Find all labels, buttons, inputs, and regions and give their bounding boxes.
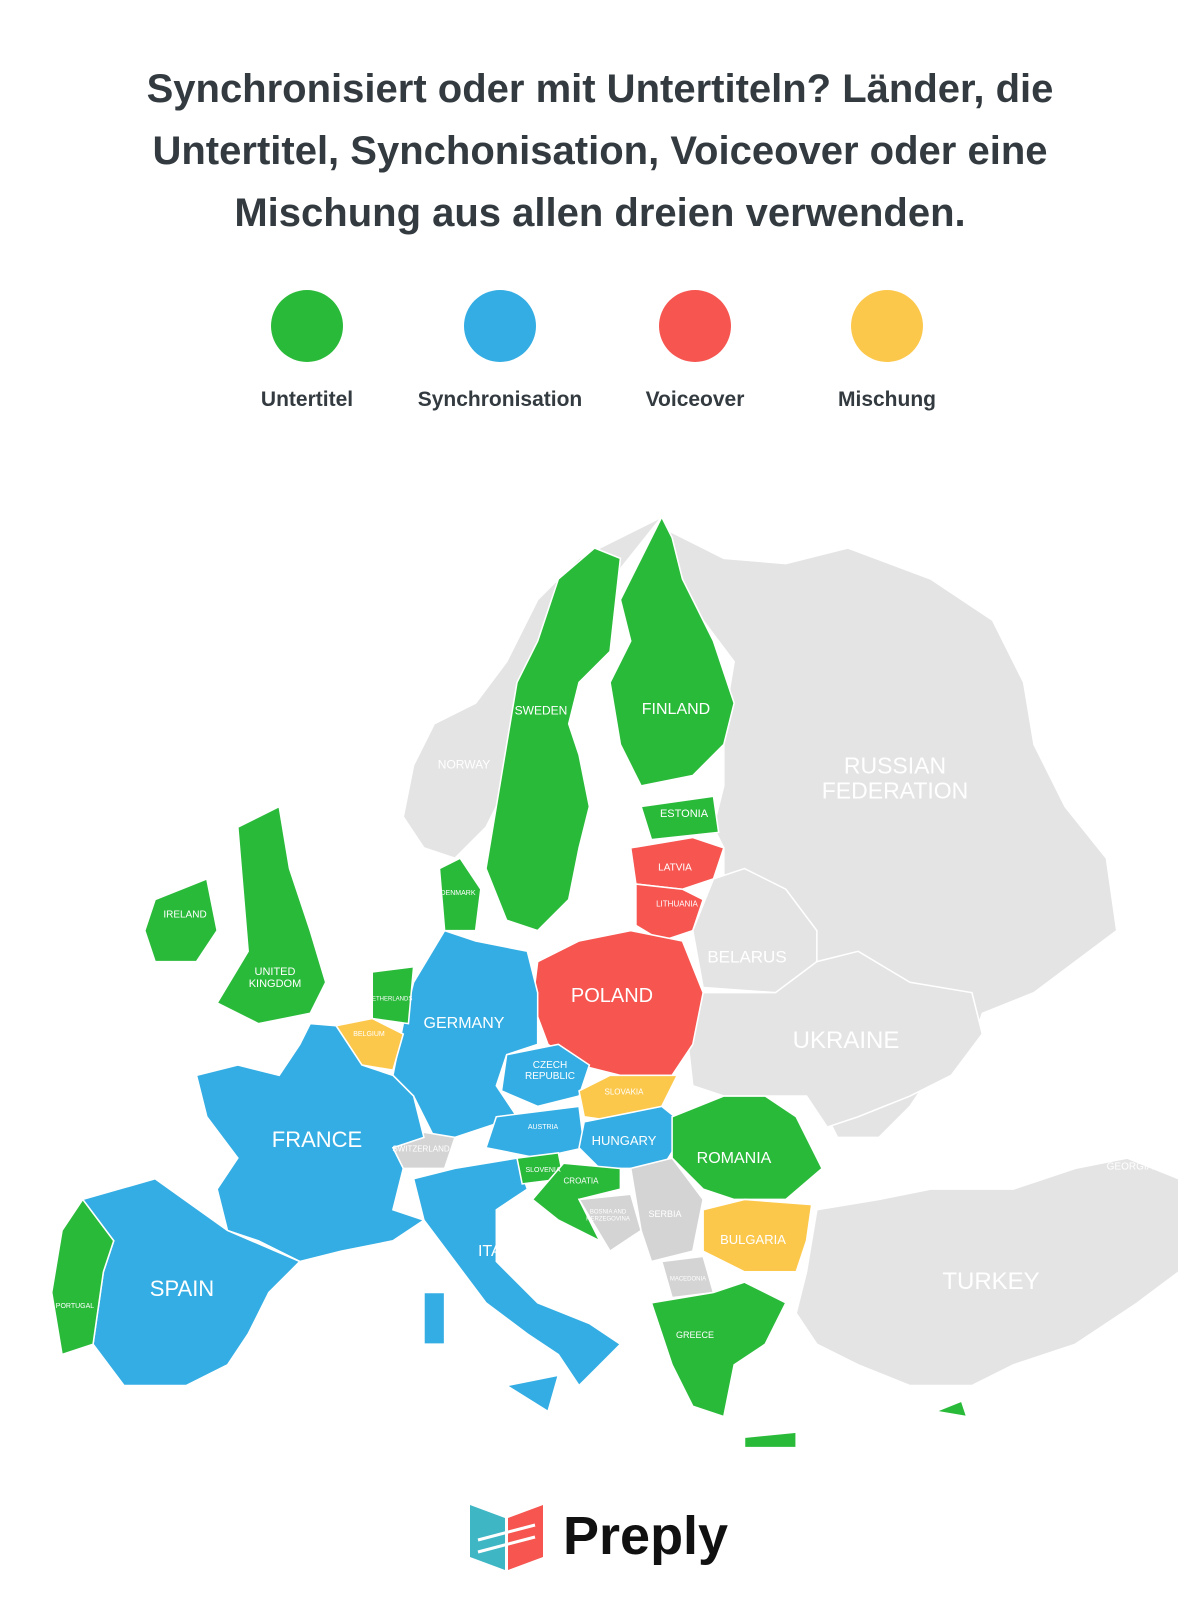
country-label: NORWAY xyxy=(437,757,491,772)
title: Synchronisiert oder mit Untertiteln? Län… xyxy=(0,58,1200,244)
portugal xyxy=(50,1198,115,1356)
title-line: Synchronisiert oder mit Untertiteln? Län… xyxy=(146,67,1054,111)
country-label: GEORGIA xyxy=(1106,1161,1154,1173)
legend: Untertitel Synchronisation Voiceover Mischu… xyxy=(0,290,1200,420)
logo-icon xyxy=(470,1505,543,1570)
romania xyxy=(671,1095,823,1201)
country-label: ROMANIA xyxy=(696,1150,772,1168)
brand: Preply xyxy=(563,1506,729,1566)
country-label: ESTONIA xyxy=(659,807,709,820)
legend-item: Mischung xyxy=(787,290,987,412)
uk xyxy=(216,805,327,1025)
country-label: PORTUGAL xyxy=(55,1303,95,1311)
legend-label: Mischung xyxy=(838,388,936,411)
country-label: BELARUS xyxy=(707,947,787,967)
czech xyxy=(500,1043,591,1108)
country-label: SPAIN xyxy=(149,1275,215,1301)
country-label: SLOVAKIA xyxy=(604,1087,644,1097)
country-label: SWITZERLAND xyxy=(392,1144,450,1154)
country-label: NETHERLANDS xyxy=(367,996,413,1003)
country-label: AUSTRIA xyxy=(527,1124,559,1132)
sweden xyxy=(485,547,622,932)
finland xyxy=(609,515,735,787)
country-label: SLOVENIA xyxy=(525,1167,561,1175)
legend-item: Voiceover xyxy=(595,290,795,412)
country-label: MACEDONIA xyxy=(669,1276,707,1283)
sardinia xyxy=(423,1291,446,1345)
country-label: UKRAINE xyxy=(792,1026,900,1054)
sicily xyxy=(504,1374,560,1413)
legend-label: Voiceover xyxy=(645,388,745,411)
legend-label: Untertitel xyxy=(260,388,354,411)
country-label: RUSSIAN FEDERATION xyxy=(821,752,969,804)
country-label: IRELAND xyxy=(163,909,207,921)
country-label: POLAND xyxy=(570,985,654,1007)
belarus xyxy=(691,867,818,994)
country-label: SWEDEN xyxy=(514,703,568,718)
country-label: GERMANY xyxy=(423,1015,505,1033)
denmark xyxy=(438,857,482,932)
country-label: BOSNIA AND HERZEGOVINA xyxy=(586,1209,630,1222)
country-label: UNITED KINGDOM xyxy=(248,965,302,990)
legend-swatch xyxy=(271,290,343,362)
crete xyxy=(743,1431,797,1449)
country-label: FINLAND xyxy=(641,701,711,719)
country-label: LATVIA xyxy=(658,862,692,874)
country-label: TURKEY xyxy=(942,1267,1040,1295)
country-label: CZECH REPUBLIC xyxy=(524,1060,575,1082)
legend-swatch xyxy=(851,290,923,362)
country-label: BELGIUM xyxy=(353,1031,385,1039)
legend-item: Untertitel xyxy=(207,290,407,412)
legend-swatch xyxy=(464,290,536,362)
ireland xyxy=(143,877,218,963)
country-label: FRANCE xyxy=(271,1126,363,1152)
country-label: CROATIA xyxy=(563,1176,599,1186)
cyprus xyxy=(932,1400,968,1418)
greece xyxy=(650,1281,787,1418)
croatia xyxy=(531,1162,622,1243)
legend-swatch xyxy=(659,290,731,362)
country-label: ITALY xyxy=(477,1243,521,1261)
austria xyxy=(484,1105,586,1159)
country-label: BULGARIA xyxy=(720,1231,786,1247)
estonia xyxy=(640,795,720,841)
country-label: LITHUANIA xyxy=(656,899,698,909)
country-label: GREECE xyxy=(675,1330,715,1341)
country-label: SERBIA xyxy=(648,1209,682,1220)
title-line: Mischung aus allen dreien verwenden. xyxy=(234,191,966,235)
legend-item: Synchronisation xyxy=(400,290,600,412)
poland xyxy=(531,929,704,1077)
title-line: Untertitel, Synchonisation, Voiceover od… xyxy=(152,129,1048,173)
country-label: HUNGARY xyxy=(591,1132,657,1148)
france xyxy=(195,1022,426,1263)
country-label: DENMARK xyxy=(440,890,476,898)
bulgaria xyxy=(702,1198,813,1273)
legend-label: Synchronisation xyxy=(417,388,583,411)
turkey xyxy=(795,1157,1180,1387)
netherlands xyxy=(371,965,415,1025)
